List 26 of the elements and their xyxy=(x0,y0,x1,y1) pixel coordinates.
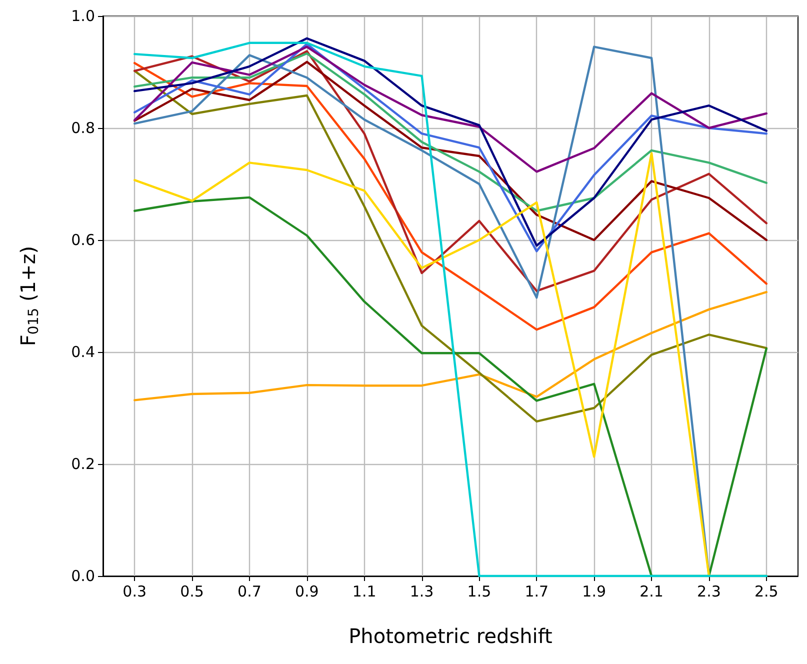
x-tick-label: 1.9 xyxy=(582,582,606,600)
x-tick-label: 1.5 xyxy=(467,582,492,600)
x-tick-label: 2.5 xyxy=(754,582,778,600)
y-tick-label: 0.0 xyxy=(71,567,95,585)
x-tick-label: 0.5 xyxy=(180,582,204,600)
y-tick-label: 1.0 xyxy=(71,7,95,25)
x-tick-label: 1.1 xyxy=(352,582,376,600)
line-series xyxy=(133,290,768,402)
x-tick-label: 1.7 xyxy=(524,582,549,600)
y-tick-label: 0.4 xyxy=(71,343,95,361)
x-tick-label: 0.3 xyxy=(122,582,147,600)
y-tick-label: 0.8 xyxy=(71,119,95,137)
line-series xyxy=(133,50,768,292)
x-tick-label: 0.9 xyxy=(294,582,319,600)
y-axis-title: F015 (1+z) xyxy=(16,246,42,346)
y-tick-label: 0.2 xyxy=(71,455,95,473)
y-tick-label: 0.6 xyxy=(71,231,95,249)
line-series xyxy=(133,52,768,212)
x-tick-label: 2.1 xyxy=(640,582,664,600)
line-series xyxy=(133,70,768,423)
line-series xyxy=(133,62,768,331)
x-tick-label: 1.3 xyxy=(410,582,434,600)
x-axis-title: Photometric redshift xyxy=(348,624,553,648)
x-tick-label: 0.7 xyxy=(238,582,262,600)
line-series xyxy=(133,46,768,173)
x-tick-label: 2.3 xyxy=(697,582,721,600)
